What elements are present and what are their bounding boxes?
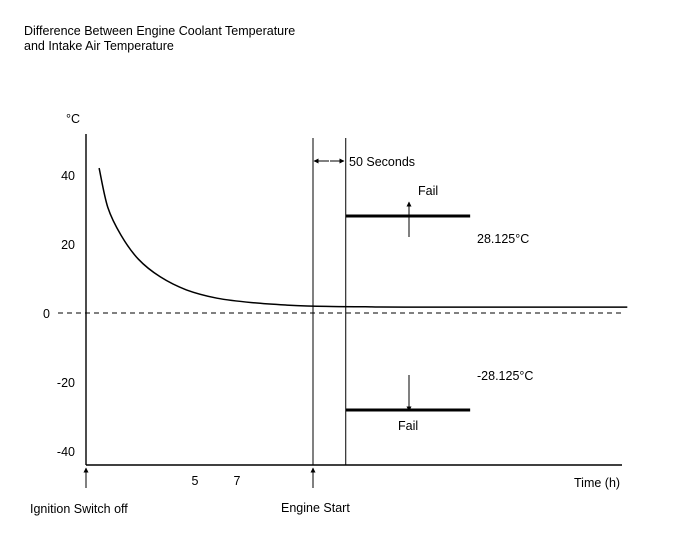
y-tick-label: -20 bbox=[57, 376, 75, 390]
title-line-2: and Intake Air Temperature bbox=[24, 39, 174, 53]
interval-marker: 50 Seconds bbox=[313, 155, 415, 169]
x-tick-label: 5 bbox=[192, 474, 199, 488]
interval-label: 50 Seconds bbox=[349, 155, 415, 169]
engine-start-label: Engine Start bbox=[281, 501, 350, 515]
ignition-off-label: Ignition Switch off bbox=[30, 502, 128, 516]
y-tick-label: 20 bbox=[61, 238, 75, 252]
y-tick-label: 40 bbox=[61, 169, 75, 183]
ignition-off-marker: Ignition Switch off bbox=[30, 467, 128, 516]
temperature-difference-curve bbox=[98, 167, 628, 308]
lower-fail-label: Fail bbox=[398, 419, 418, 433]
y-tick-labels: 40 20 0 -20 -40 bbox=[43, 169, 75, 459]
x-axis-label: Time (h) bbox=[574, 476, 620, 490]
title-line-1: Difference Between Engine Coolant Temper… bbox=[24, 24, 296, 38]
engine-start-marker: Engine Start bbox=[281, 467, 350, 515]
lower-threshold-label: -28.125°C bbox=[477, 369, 533, 383]
x-tick-label: 7 bbox=[234, 474, 241, 488]
upper-threshold-label: 28.125°C bbox=[477, 232, 529, 246]
upper-threshold: Fail 28.125°C bbox=[345, 184, 529, 246]
lower-threshold: Fail -28.125°C bbox=[345, 369, 533, 433]
y-tick-label: -40 bbox=[57, 445, 75, 459]
y-axis-unit: °C bbox=[66, 112, 80, 126]
chart-title: Difference Between Engine Coolant Temper… bbox=[24, 24, 295, 54]
y-tick-label: 0 bbox=[43, 307, 50, 321]
upper-fail-label: Fail bbox=[418, 184, 438, 198]
